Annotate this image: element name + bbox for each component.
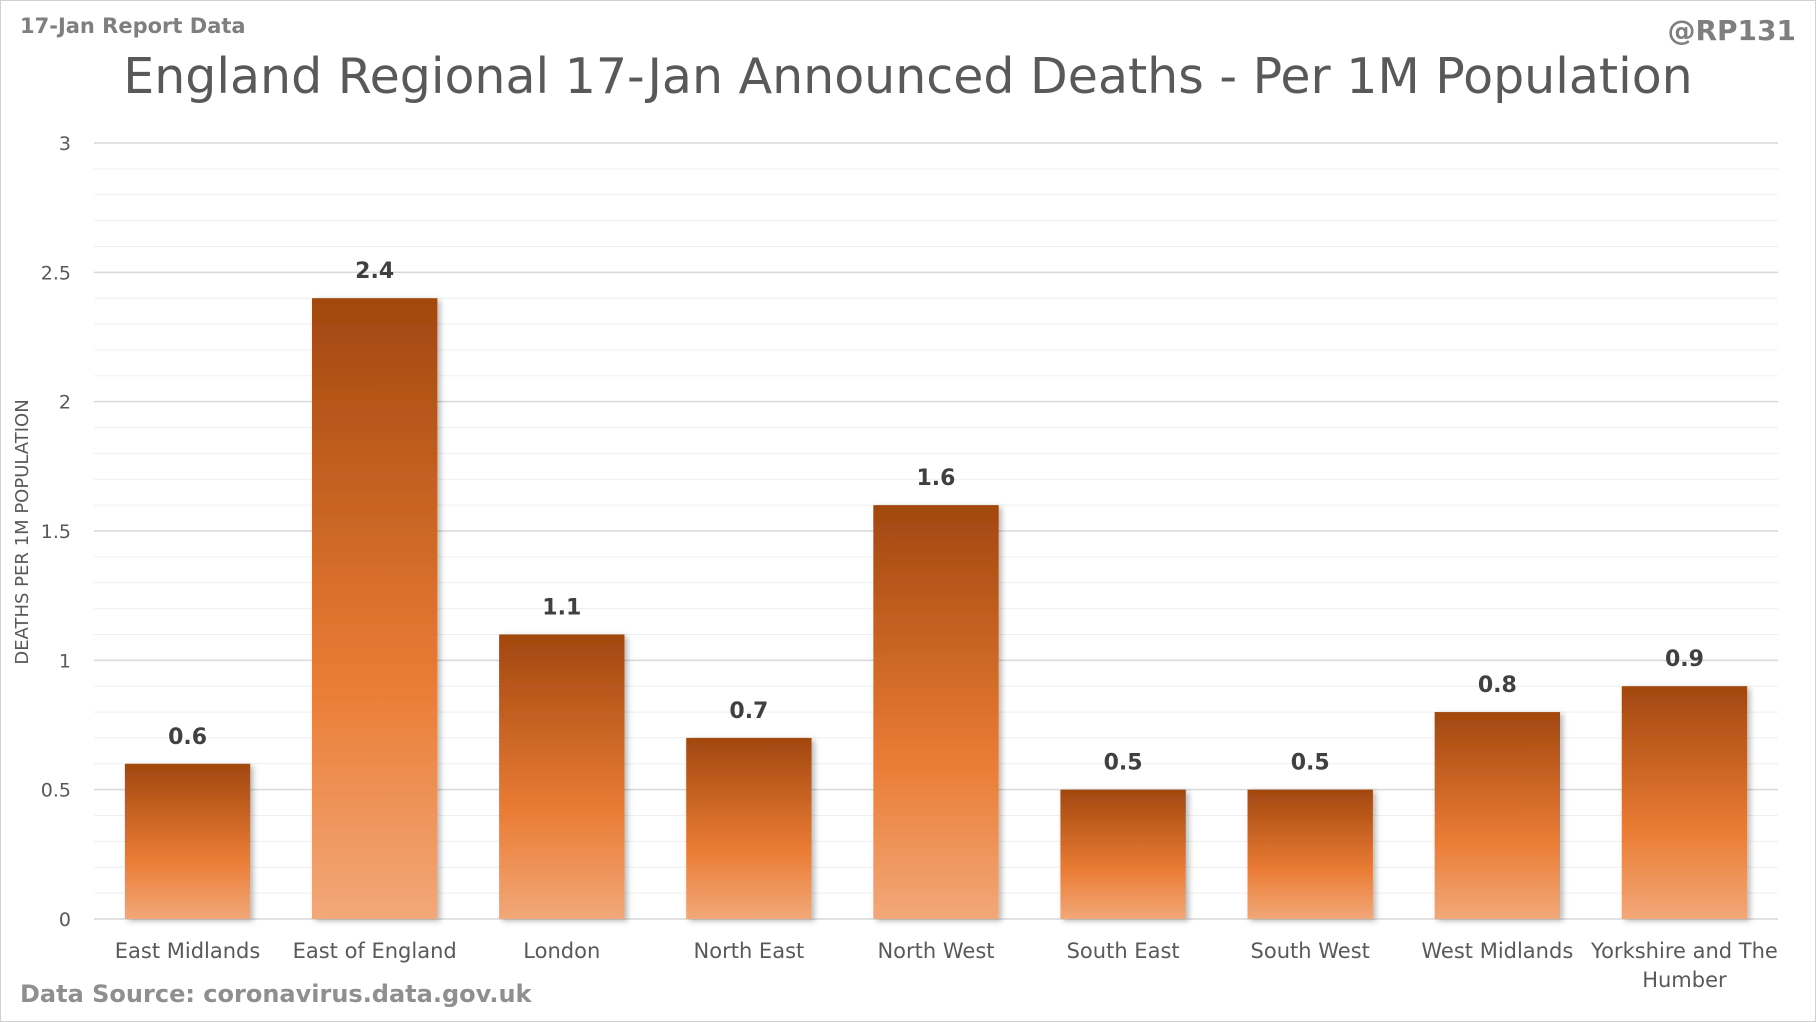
category-label: West Midlands (1421, 939, 1573, 963)
category-label: North East (694, 939, 805, 963)
y-tick-label: 1.5 (41, 521, 71, 543)
bar (1621, 686, 1748, 919)
data-label: 1.6 (917, 466, 956, 491)
data-label: 0.9 (1665, 647, 1704, 672)
y-tick-label: 2 (59, 392, 71, 414)
y-tick-label: 3 (59, 133, 71, 155)
data-label: 0.5 (1291, 751, 1330, 776)
category-label: South East (1067, 939, 1180, 963)
data-labels: 0.6 2.4 1.1 0.7 1.6 0.5 0.5 0.8 0.9 (168, 259, 1704, 775)
category-label: London (523, 939, 600, 963)
data-source-label: Data Source: coronavirus.data.gov.uk (20, 980, 532, 1008)
category-label: South West (1251, 939, 1370, 963)
bar (124, 763, 251, 919)
category-label: East Midlands (115, 939, 261, 963)
report-date-label: 17-Jan Report Data (20, 14, 246, 38)
data-label: 0.7 (729, 699, 768, 724)
y-tick-label: 0.5 (41, 780, 71, 802)
y-axis-ticks: 0 0.5 1 1.5 2 2.5 3 (41, 133, 71, 931)
bar (499, 634, 625, 919)
y-tick-label: 2.5 (41, 262, 71, 284)
bars (124, 298, 1748, 919)
author-handle: @RP131 (1667, 14, 1796, 47)
category-label: Yorkshire and The Humber (1590, 939, 1778, 992)
data-label: 0.5 (1104, 751, 1143, 776)
bar (311, 298, 438, 919)
bar (686, 737, 812, 919)
bar (1247, 789, 1373, 919)
x-axis-categories: East Midlands East of England London North … (115, 939, 1778, 992)
bar (1060, 789, 1186, 919)
data-label: 2.4 (355, 259, 394, 284)
category-label: East of England (293, 939, 457, 963)
data-label: 0.6 (168, 725, 207, 750)
y-tick-label: 0 (59, 909, 71, 931)
data-label: 1.1 (542, 595, 581, 620)
category-label: North West (877, 939, 994, 963)
y-axis-title: DEATHS PER 1M POPULATION (12, 399, 33, 664)
data-label: 0.8 (1478, 673, 1517, 698)
y-tick-label: 1 (59, 650, 71, 672)
bar (873, 505, 999, 919)
chart-title: England Regional 17-Jan Announced Deaths… (123, 48, 1693, 105)
bar (1434, 712, 1561, 919)
